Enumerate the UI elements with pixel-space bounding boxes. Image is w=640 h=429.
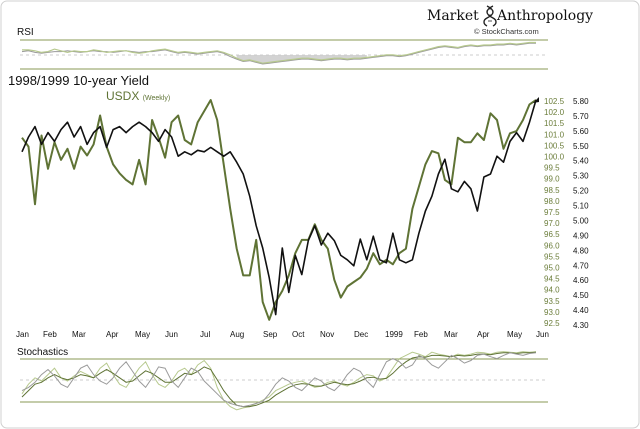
x-tick-label: Jun — [536, 330, 549, 339]
usdx-axis-tick: 95.0 — [544, 264, 560, 273]
yield-axis-tick: 5.20 — [573, 187, 589, 196]
x-tick-label: Nov — [320, 330, 334, 339]
usdx-axis-tick: 99.0 — [544, 175, 560, 184]
yield-arrowhead — [533, 97, 539, 103]
brand-word-2: Anthropology — [496, 8, 593, 24]
x-tick-label: Apr — [477, 330, 490, 339]
yield-axis-tick: 4.50 — [573, 291, 589, 300]
rsi-shaded-area — [236, 55, 367, 64]
usdx-axis-tick: 97.0 — [544, 219, 560, 228]
yield-axis-tick: 4.90 — [573, 231, 589, 240]
x-tick-label: Jan — [16, 330, 29, 339]
yield-axis-tick: 5.50 — [573, 142, 589, 151]
yield-axis-tick: 4.30 — [573, 321, 589, 330]
x-tick-label: May — [507, 330, 522, 339]
usdx-axis-tick: 100.5 — [544, 141, 565, 150]
stochastics-label: Stochastics — [17, 347, 68, 358]
usdx-axis-tick: 94.0 — [544, 286, 560, 295]
chart-title: 1998/1999 10-year Yield — [8, 73, 149, 88]
usdx-axis-tick: 96.5 — [544, 230, 560, 239]
x-tick-label: Feb — [43, 330, 57, 339]
yield-axis-tick: 5.80 — [573, 97, 589, 106]
right-axis: 102.5 102.0 101.5 101.0 100.5 100.0 99.5 99.0 98… — [544, 97, 589, 330]
usdx-axis-tick: 102.0 — [544, 108, 565, 117]
usdx-axis-tick: 97.5 — [544, 208, 560, 217]
x-tick-label: Oct — [292, 330, 305, 339]
rsi-label: RSI — [17, 27, 34, 38]
usdx-axis-tick: 101.5 — [544, 119, 565, 128]
x-tick-label: Mar — [72, 330, 86, 339]
yield-axis-tick: 4.60 — [573, 276, 589, 285]
stoch-line-grey — [21, 352, 537, 408]
yield-series-line — [21, 99, 537, 316]
x-axis: Jan Feb Mar Apr May Jun Jul Aug Sep Oct Nov Dec 1999… — [16, 330, 549, 339]
x-tick-label: Feb — [414, 330, 428, 339]
source-credit: © StockCharts.com — [474, 27, 539, 36]
usdx-axis-tick: 95.5 — [544, 252, 560, 261]
usdx-axis-tick: 92.5 — [544, 319, 560, 328]
yield-axis-tick: 4.70 — [573, 261, 589, 270]
main-plot — [21, 97, 539, 321]
stochastics-panel — [20, 351, 548, 411]
usdx-axis-tick: 98.0 — [544, 197, 560, 206]
usdx-axis-tick: 93.0 — [544, 308, 560, 317]
x-tick-label: May — [135, 330, 150, 339]
x-tick-label: Apr — [106, 330, 119, 339]
yield-axis-tick: 5.70 — [573, 112, 589, 121]
x-tick-label: Mar — [444, 330, 458, 339]
yield-axis-tick: 5.00 — [573, 217, 589, 226]
usdx-axis-tick: 101.0 — [544, 130, 565, 139]
usdx-axis-tick: 96.0 — [544, 241, 560, 250]
yield-axis-tick: 4.80 — [573, 246, 589, 255]
rsi-panel — [20, 39, 548, 70]
x-tick-label: Jul — [200, 330, 210, 339]
x-tick-label: Dec — [354, 330, 368, 339]
usdx-axis-tick: 99.5 — [544, 164, 560, 173]
usdx-axis-tick: 93.5 — [544, 297, 560, 306]
rsi-line-green — [22, 41, 536, 64]
usdx-axis-tick: 94.5 — [544, 275, 560, 284]
yield-axis-tick: 5.60 — [573, 127, 589, 136]
x-tick-label: Aug — [230, 330, 244, 339]
chart-subtitle: USDX (Weekly) — [106, 89, 170, 103]
x-tick-label: Sep — [263, 330, 278, 339]
yield-axis-tick: 5.40 — [573, 157, 589, 166]
yield-axis-tick: 4.40 — [573, 306, 589, 315]
usdx-axis-tick: 102.5 — [544, 97, 565, 106]
usdx-axis-tick: 98.5 — [544, 186, 560, 195]
usdx-axis-tick: 100.0 — [544, 153, 565, 162]
brand-word-1: Market — [427, 8, 479, 24]
dna-helix-icon — [483, 5, 497, 27]
x-tick-label: Jun — [165, 330, 178, 339]
yield-axis-tick: 5.30 — [573, 172, 589, 181]
yield-axis-tick: 5.10 — [573, 202, 589, 211]
x-tick-label: 1999 — [385, 330, 403, 339]
